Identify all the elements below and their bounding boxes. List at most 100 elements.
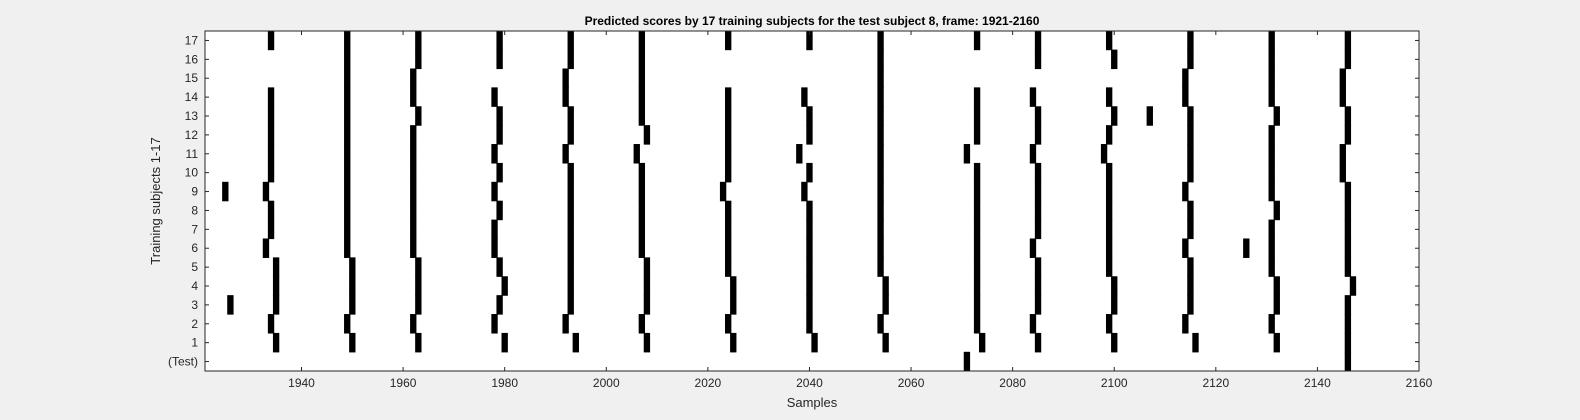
score-mark-row-6-2	[410, 238, 417, 258]
x-tick-label: 2120	[1202, 376, 1229, 390]
score-mark-row-8-13	[1273, 200, 1280, 221]
score-mark-row-7-0	[267, 219, 275, 240]
score-mark-row-7-2	[410, 219, 417, 240]
score-mark-row-10-14	[1339, 162, 1346, 183]
score-mark-row-15-3	[638, 68, 646, 88]
score-mark-row-4-0	[272, 276, 280, 296]
score-mark-row-9-6	[638, 181, 646, 202]
score-mark-row-17-2	[415, 30, 422, 51]
score-mark-row-13-14	[1273, 106, 1280, 126]
score-mark-row-17-3	[496, 30, 503, 51]
score-mark-row-8-6	[725, 200, 732, 221]
y-tick-label: 10	[185, 166, 199, 180]
x-tick-label: 2040	[796, 376, 823, 390]
score-mark-row-12-8	[877, 125, 884, 145]
score-mark-row-5-14	[1344, 257, 1352, 277]
score-mark-row-9-3	[410, 181, 417, 202]
score-mark-row-11-5	[633, 144, 640, 164]
score-mark-row-5-13	[1268, 257, 1275, 277]
score-mark-row-10-8	[877, 162, 884, 183]
score-mark-row-3-13	[1187, 295, 1194, 315]
x-tick-label: 1980	[491, 376, 518, 390]
score-mark-row-3-2	[349, 295, 356, 315]
score-mark-row-14-13	[1268, 87, 1275, 107]
score-mark-row-7-3	[491, 219, 498, 240]
score-mark-row-14-5	[638, 87, 646, 107]
score-mark-row-17-9	[973, 30, 981, 51]
score-mark-row-6-10	[1029, 238, 1037, 258]
score-mark-row-9-2	[344, 181, 351, 202]
score-mark-row-16-10	[1344, 49, 1352, 70]
score-mark-row-1-7	[811, 332, 818, 353]
score-mark-row-6-3	[491, 238, 498, 258]
score-mark-row-17-0	[267, 30, 275, 51]
score-mark-row-5-8	[877, 257, 884, 277]
score-mark-row-14-2	[410, 87, 417, 107]
score-mark-row-4-10	[1034, 276, 1042, 296]
score-mark-row-6-1	[344, 238, 351, 258]
score-mark-row-5-2	[415, 257, 422, 277]
score-mark-row-3-1	[272, 295, 280, 315]
score-mark-row-16-2	[496, 49, 503, 70]
score-mark-row-8-10	[1034, 200, 1042, 221]
score-mark-row-16-9	[1268, 49, 1275, 70]
score-mark-row-13-5	[638, 106, 646, 126]
score-mark-row-15-6	[1268, 68, 1275, 88]
y-tick-label: 1	[191, 336, 198, 350]
score-mark-row-11-1	[344, 144, 351, 164]
score-mark-row-13-15	[1344, 106, 1352, 126]
score-mark-row-1-6	[730, 332, 737, 353]
score-mark-row-15-1	[410, 68, 417, 88]
score-mark-row-15-2	[562, 68, 569, 88]
score-mark-row-7-12	[1187, 219, 1194, 240]
x-tick-label: 2160	[1406, 376, 1433, 390]
y-axis-label: Training subjects 1-17	[148, 137, 163, 264]
score-mark-row-7-13	[1268, 219, 1275, 240]
score-mark-row-13-8	[877, 106, 884, 126]
score-mark-row-1-8	[882, 332, 889, 353]
score-mark-row-10-13	[1268, 162, 1275, 183]
score-mark-row-11-11	[1100, 144, 1108, 164]
score-mark-row-13-11	[1111, 106, 1118, 126]
score-mark-row-12-9	[973, 125, 981, 145]
score-mark-row-6-0	[262, 238, 270, 258]
score-mark-row-9-4	[491, 181, 498, 202]
score-mark-row-6-14	[1268, 238, 1275, 258]
x-tick-label: 2080	[999, 376, 1026, 390]
x-axis-label: Samples	[787, 395, 838, 410]
score-mark-row-16-6	[1034, 49, 1042, 70]
score-mark-row-11-7	[796, 144, 803, 164]
score-mark-row-12-1	[344, 125, 351, 145]
score-mark-row-2-8	[877, 314, 884, 334]
score-mark-row-17-8	[877, 30, 884, 51]
score-mark-row-8-1	[344, 200, 351, 221]
score-mark-row-15-4	[877, 68, 884, 88]
score-mark-row-9-5	[567, 181, 574, 202]
score-mark-row-13-3	[496, 106, 503, 126]
score-mark-row-6-8	[877, 238, 884, 258]
x-tick-label: 2060	[898, 376, 925, 390]
score-mark-row-4-1	[349, 276, 356, 296]
chart-title: Predicted scores by 17 training subjects…	[585, 14, 1040, 28]
score-mark-row-4-6	[730, 276, 737, 296]
score-mark-row-14-11	[1105, 87, 1113, 107]
x-tick-label: 1960	[390, 376, 417, 390]
score-mark-row-11-13	[1268, 144, 1275, 164]
data-marks	[222, 30, 1357, 372]
score-mark-row-1-14	[1344, 332, 1352, 353]
score-mark-row-6-7	[806, 238, 813, 258]
score-mark-row-2-1	[344, 314, 351, 334]
score-mark-row-3-14	[1273, 295, 1280, 315]
score-mark-row-14-6	[725, 87, 732, 107]
score-mark-row-1-2	[415, 332, 422, 353]
score-mark-row-11-8	[877, 144, 884, 164]
score-mark-row-13-12	[1146, 106, 1153, 126]
score-mark-row-17-11	[1105, 30, 1113, 51]
score-mark-row-5-11	[1105, 257, 1113, 277]
score-mark-row-1-5	[643, 332, 651, 353]
score-mark-row-12-2	[410, 125, 417, 145]
score-mark-row-14-8	[877, 87, 884, 107]
score-mark-row-4-2	[415, 276, 422, 296]
score-mark-row-5-1	[349, 257, 356, 277]
